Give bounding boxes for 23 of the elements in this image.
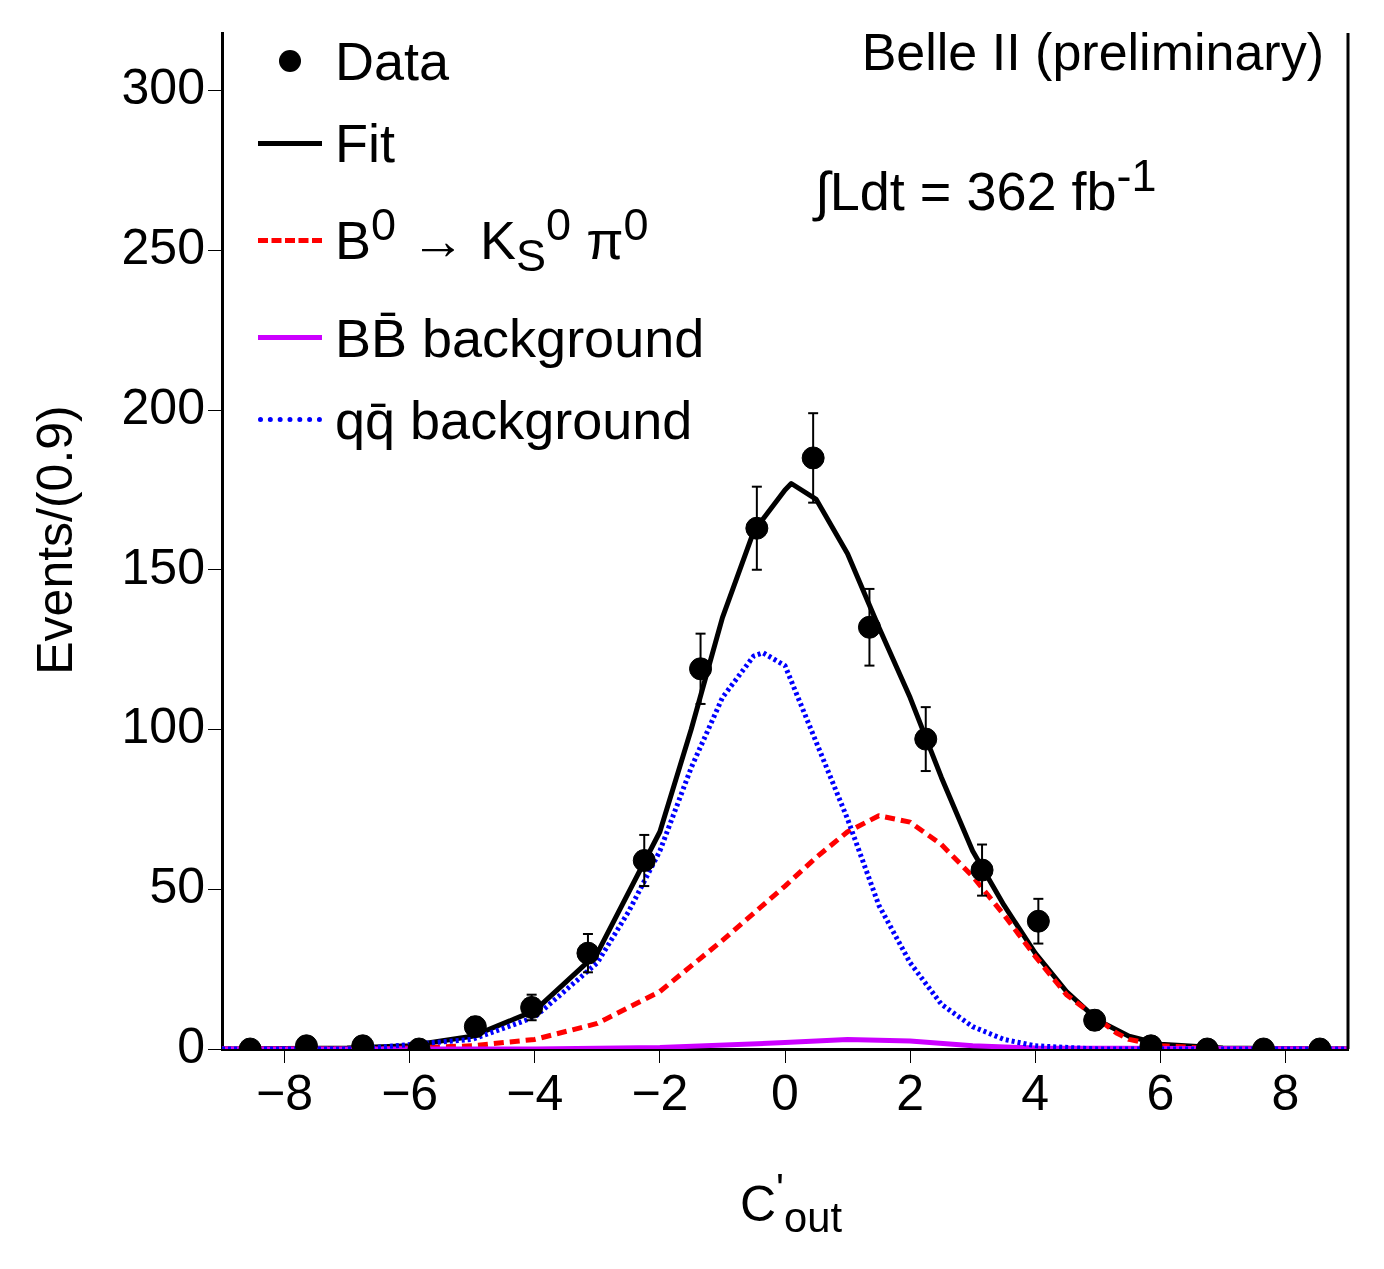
x-tick-label: −2	[631, 1064, 689, 1121]
y-axis-title: Events/(0.9)	[26, 405, 84, 675]
y-tick-label: 250	[121, 219, 205, 276]
legend-label: Fit	[335, 112, 395, 175]
x-tick-label: −6	[381, 1064, 439, 1121]
x-tick-label: 2	[896, 1064, 925, 1121]
legend-label: BB̄ background	[335, 306, 705, 370]
y-tick-label: 50	[149, 858, 205, 915]
y-tick-label: 100	[121, 698, 205, 755]
x-tick-label: 8	[1271, 1064, 1300, 1121]
x-tick-label: 6	[1146, 1064, 1175, 1121]
legend-label: B$^{0}$ → K$_{S}$$^{0}$ π$^{0}$	[335, 198, 649, 283]
y-tick-label: 300	[121, 59, 205, 116]
x-tick-label: −4	[506, 1064, 564, 1121]
annotation: Belle II (preliminary)	[861, 22, 1324, 82]
y-tick-label: 200	[121, 378, 205, 435]
y-tick-label: 0	[177, 1017, 205, 1074]
legend-label: Data	[335, 30, 450, 93]
x-tick-label: 4	[1021, 1064, 1050, 1121]
x-tick-label: −8	[256, 1064, 314, 1121]
legend-label: qq̄ background	[335, 388, 693, 452]
y-tick-label: 150	[121, 538, 205, 595]
x-tick-label: 0	[771, 1064, 799, 1121]
